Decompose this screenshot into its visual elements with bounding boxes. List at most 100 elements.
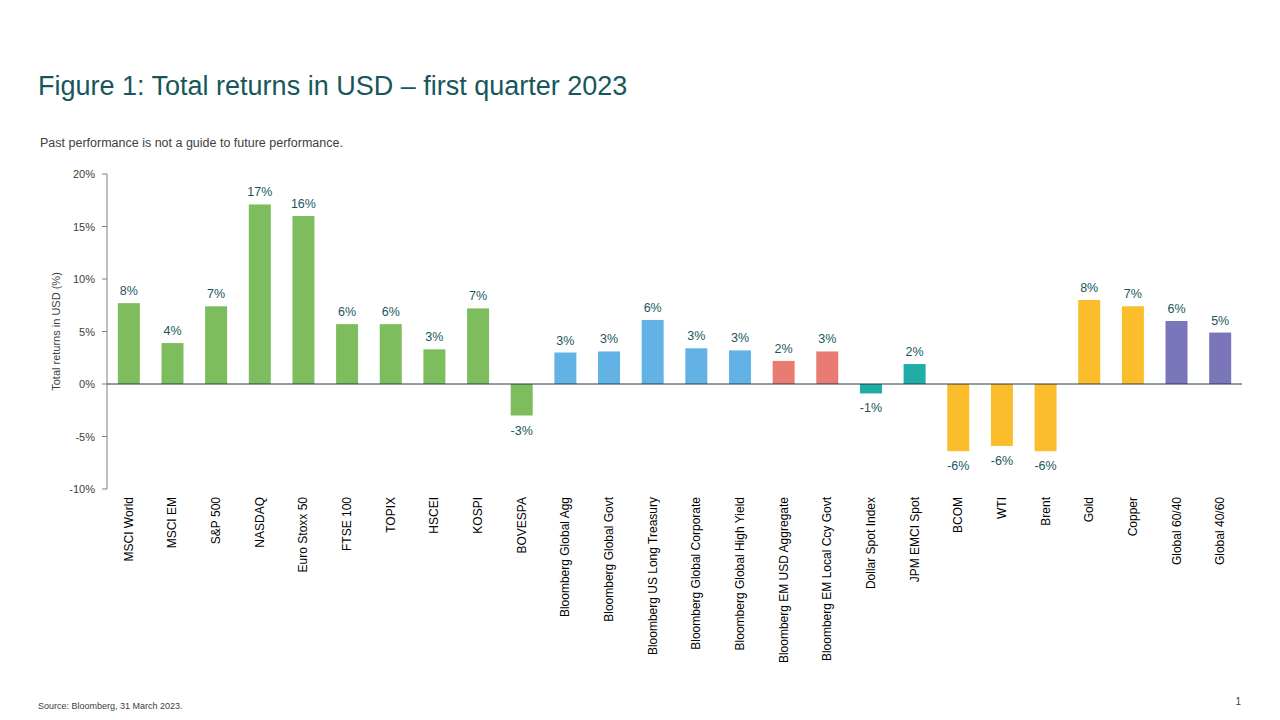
tick-label: 0% [79, 378, 95, 390]
data-label: 3% [425, 330, 443, 344]
category-label: WTI [995, 497, 1009, 519]
category-label: Bloomberg EM Local Ccy Govt [820, 496, 834, 661]
bar [205, 306, 227, 384]
data-label: 7% [1124, 287, 1142, 301]
bar [773, 361, 795, 384]
bar [991, 384, 1013, 446]
data-label: 2% [775, 342, 793, 356]
tick-label: 20% [73, 168, 95, 180]
tick-mark [102, 436, 107, 437]
category-label: Bloomberg US Long Treasury [646, 497, 660, 655]
category-label: KOSPI [471, 497, 485, 534]
category-label: Brent [1039, 496, 1053, 525]
category-label: Bloomberg Global Govt [602, 496, 616, 621]
category-label: Global 40/60 [1213, 497, 1227, 565]
bar [423, 349, 445, 384]
tick-label: 5% [79, 326, 95, 338]
data-label: 6% [644, 301, 662, 315]
tick-mark [102, 331, 107, 332]
data-label: 16% [291, 197, 316, 211]
chart: Figure 1: Total returns in USD – first q… [0, 0, 1280, 720]
category-label: Copper [1126, 497, 1140, 536]
category-label: Dollar Spot Index [864, 497, 878, 589]
tick-label: 15% [73, 221, 95, 233]
category-label: MSCI EM [165, 497, 179, 548]
bar [249, 204, 271, 384]
category-label: BCOM [951, 497, 965, 533]
bar [554, 353, 576, 385]
bar [685, 348, 707, 384]
data-label: 3% [556, 334, 574, 348]
data-label: 3% [600, 332, 618, 346]
category-label: BOVESPA [515, 497, 529, 553]
x-axis: MSCI World MSCI EM S&P 500 NASDAQ Euro Stoxx… [122, 496, 1227, 663]
bar [118, 303, 140, 384]
data-label: 3% [687, 329, 705, 343]
bar [380, 324, 402, 384]
data-label: 7% [207, 287, 225, 301]
category-label: Bloomberg Global Corporate [689, 497, 703, 650]
category-label: Gold [1082, 497, 1096, 522]
tick-label: 10% [73, 273, 95, 285]
category-label: Global 60/40 [1170, 497, 1184, 565]
subtitle: Past performance is not a guide to futur… [40, 136, 343, 150]
data-label: -6% [991, 454, 1013, 468]
bar [904, 364, 926, 384]
bar [467, 308, 489, 384]
bar [1209, 333, 1231, 384]
data-label: 5% [1211, 314, 1229, 328]
category-label: MSCI World [122, 497, 136, 561]
data-label: 8% [120, 284, 138, 298]
category-label: Bloomberg EM USD Aggregate [777, 497, 791, 663]
bar [292, 216, 314, 384]
data-label: 8% [1080, 281, 1098, 295]
data-label: 4% [163, 324, 181, 338]
tick-mark [102, 489, 107, 490]
y-axis-label: Total returns in USD (%) [50, 272, 62, 391]
data-label: -3% [511, 424, 533, 438]
bar [947, 384, 969, 451]
category-label: JPM EMCI Spot [908, 496, 922, 582]
bar [598, 351, 620, 384]
title: Figure 1: Total returns in USD – first q… [38, 71, 627, 101]
bar [642, 320, 664, 384]
data-label: 17% [247, 185, 272, 199]
bar [336, 324, 358, 384]
category-label: Bloomberg Global High Yield [733, 497, 747, 650]
tick-mark [102, 279, 107, 280]
bar [511, 384, 533, 416]
category-label: S&P 500 [209, 497, 223, 544]
bar [1122, 306, 1144, 384]
data-label: 3% [731, 331, 749, 345]
category-label: FTSE 100 [340, 497, 354, 551]
data-labels: 8%4%7%17%16%6%6%3%7%-3%3%3%6%3%3%2%3%-1%… [120, 185, 1229, 473]
category-label: Euro Stoxx 50 [296, 497, 310, 573]
tick-mark [102, 384, 107, 385]
category-label: TOPIX [384, 497, 398, 533]
data-label: -6% [947, 459, 969, 473]
data-label: -6% [1034, 459, 1056, 473]
bar [161, 343, 183, 384]
bars [118, 204, 1231, 451]
data-label: -1% [860, 401, 882, 415]
y-axis-line [107, 174, 108, 489]
y-axis: -10%-5%0%5%10%15%20% [69, 168, 107, 495]
bar [860, 384, 882, 393]
tick-label: -10% [69, 483, 95, 495]
tick-mark [102, 174, 107, 175]
category-label: NASDAQ [253, 497, 267, 548]
bar [816, 351, 838, 384]
data-label: 7% [469, 289, 487, 303]
bar [1078, 300, 1100, 384]
bar [1035, 384, 1057, 451]
data-label: 6% [1167, 302, 1185, 316]
category-label: HSCEI [427, 497, 441, 534]
page-number: 1 [1235, 696, 1241, 707]
data-label: 2% [906, 345, 924, 359]
category-label: Bloomberg Global Agg [558, 497, 572, 617]
data-label: 6% [338, 305, 356, 319]
source: Source: Bloomberg, 31 March 2023. [38, 701, 183, 711]
bar [729, 350, 751, 384]
tick-mark [102, 226, 107, 227]
bar [1166, 321, 1188, 384]
